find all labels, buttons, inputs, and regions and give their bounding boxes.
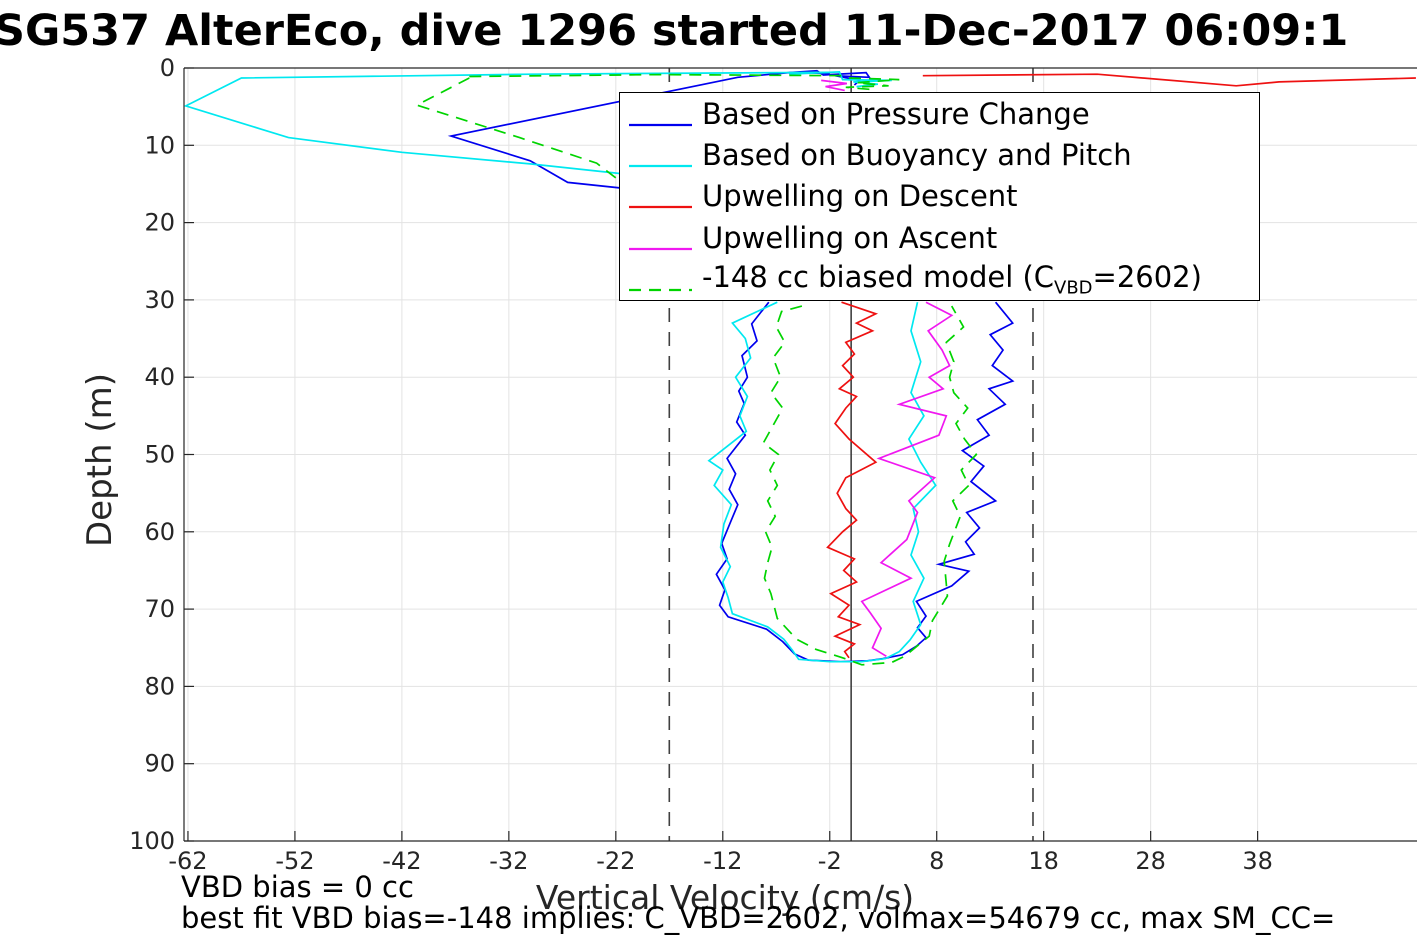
svg-text:-32: -32 (489, 847, 528, 875)
legend-line-sample (629, 236, 692, 250)
legend-label: Upwelling on Descent (702, 179, 1018, 214)
legend-line-sample (629, 194, 692, 209)
figure-title: SG537 AlterEco, dive 1296 started 11-Dec… (0, 6, 1349, 56)
legend-item-upwelling-descent: Upwelling on Descent (620, 176, 1259, 217)
svg-text:18: 18 (1028, 847, 1059, 875)
svg-text:-52: -52 (275, 847, 314, 875)
svg-text:100: 100 (129, 827, 175, 855)
legend-label: Upwelling on Ascent (702, 220, 998, 255)
x-axis-label: Vertical Velocity (cm/s) (535, 878, 915, 917)
legend-item-biased-model: -148 cc biased model (CVBD=2602) (620, 259, 1259, 300)
legend-line-sample (629, 112, 692, 126)
svg-text:30: 30 (144, 286, 175, 314)
svg-text:-12: -12 (703, 847, 742, 875)
svg-text:70: 70 (144, 595, 175, 623)
svg-text:-22: -22 (596, 847, 635, 875)
svg-text:80: 80 (144, 672, 175, 700)
vbd-bias-note: VBD bias = 0 cc (181, 870, 414, 904)
svg-text:40: 40 (144, 363, 175, 391)
legend-label: Based on Buoyancy and Pitch (702, 138, 1132, 173)
plot-legend: Based on Pressure Change Based on Buoyan… (619, 92, 1260, 301)
svg-text:38: 38 (1242, 847, 1273, 875)
svg-text:90: 90 (144, 750, 175, 778)
legend-item-buoyancy-pitch: Based on Buoyancy and Pitch (620, 135, 1259, 176)
svg-text:-62: -62 (168, 847, 207, 875)
legend-item-pressure-change: Based on Pressure Change (620, 93, 1259, 134)
legend-label: Based on Pressure Change (702, 96, 1090, 131)
legend-line-sample (629, 153, 692, 168)
svg-text:20: 20 (144, 209, 175, 237)
svg-text:28: 28 (1135, 847, 1166, 875)
svg-text:8: 8 (929, 847, 944, 875)
svg-text:0: 0 (160, 54, 175, 82)
y-axis-label: Depth (m) (80, 372, 120, 548)
svg-text:50: 50 (144, 441, 175, 469)
svg-text:-42: -42 (382, 847, 421, 875)
svg-text:60: 60 (144, 518, 175, 546)
legend-line-sample (629, 277, 692, 292)
legend-item-upwelling-ascent: Upwelling on Ascent (620, 217, 1259, 258)
svg-text:-2: -2 (818, 847, 842, 875)
svg-text:10: 10 (144, 131, 175, 159)
legend-label: -148 cc biased model (CVBD=2602) (702, 260, 1202, 299)
best-fit-note: best fit VBD bias=-148 implies: C_VBD=26… (181, 901, 1336, 935)
